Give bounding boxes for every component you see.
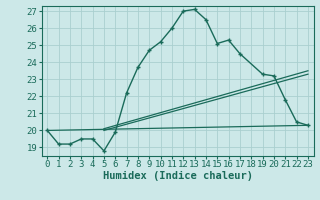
X-axis label: Humidex (Indice chaleur): Humidex (Indice chaleur) xyxy=(103,171,252,181)
